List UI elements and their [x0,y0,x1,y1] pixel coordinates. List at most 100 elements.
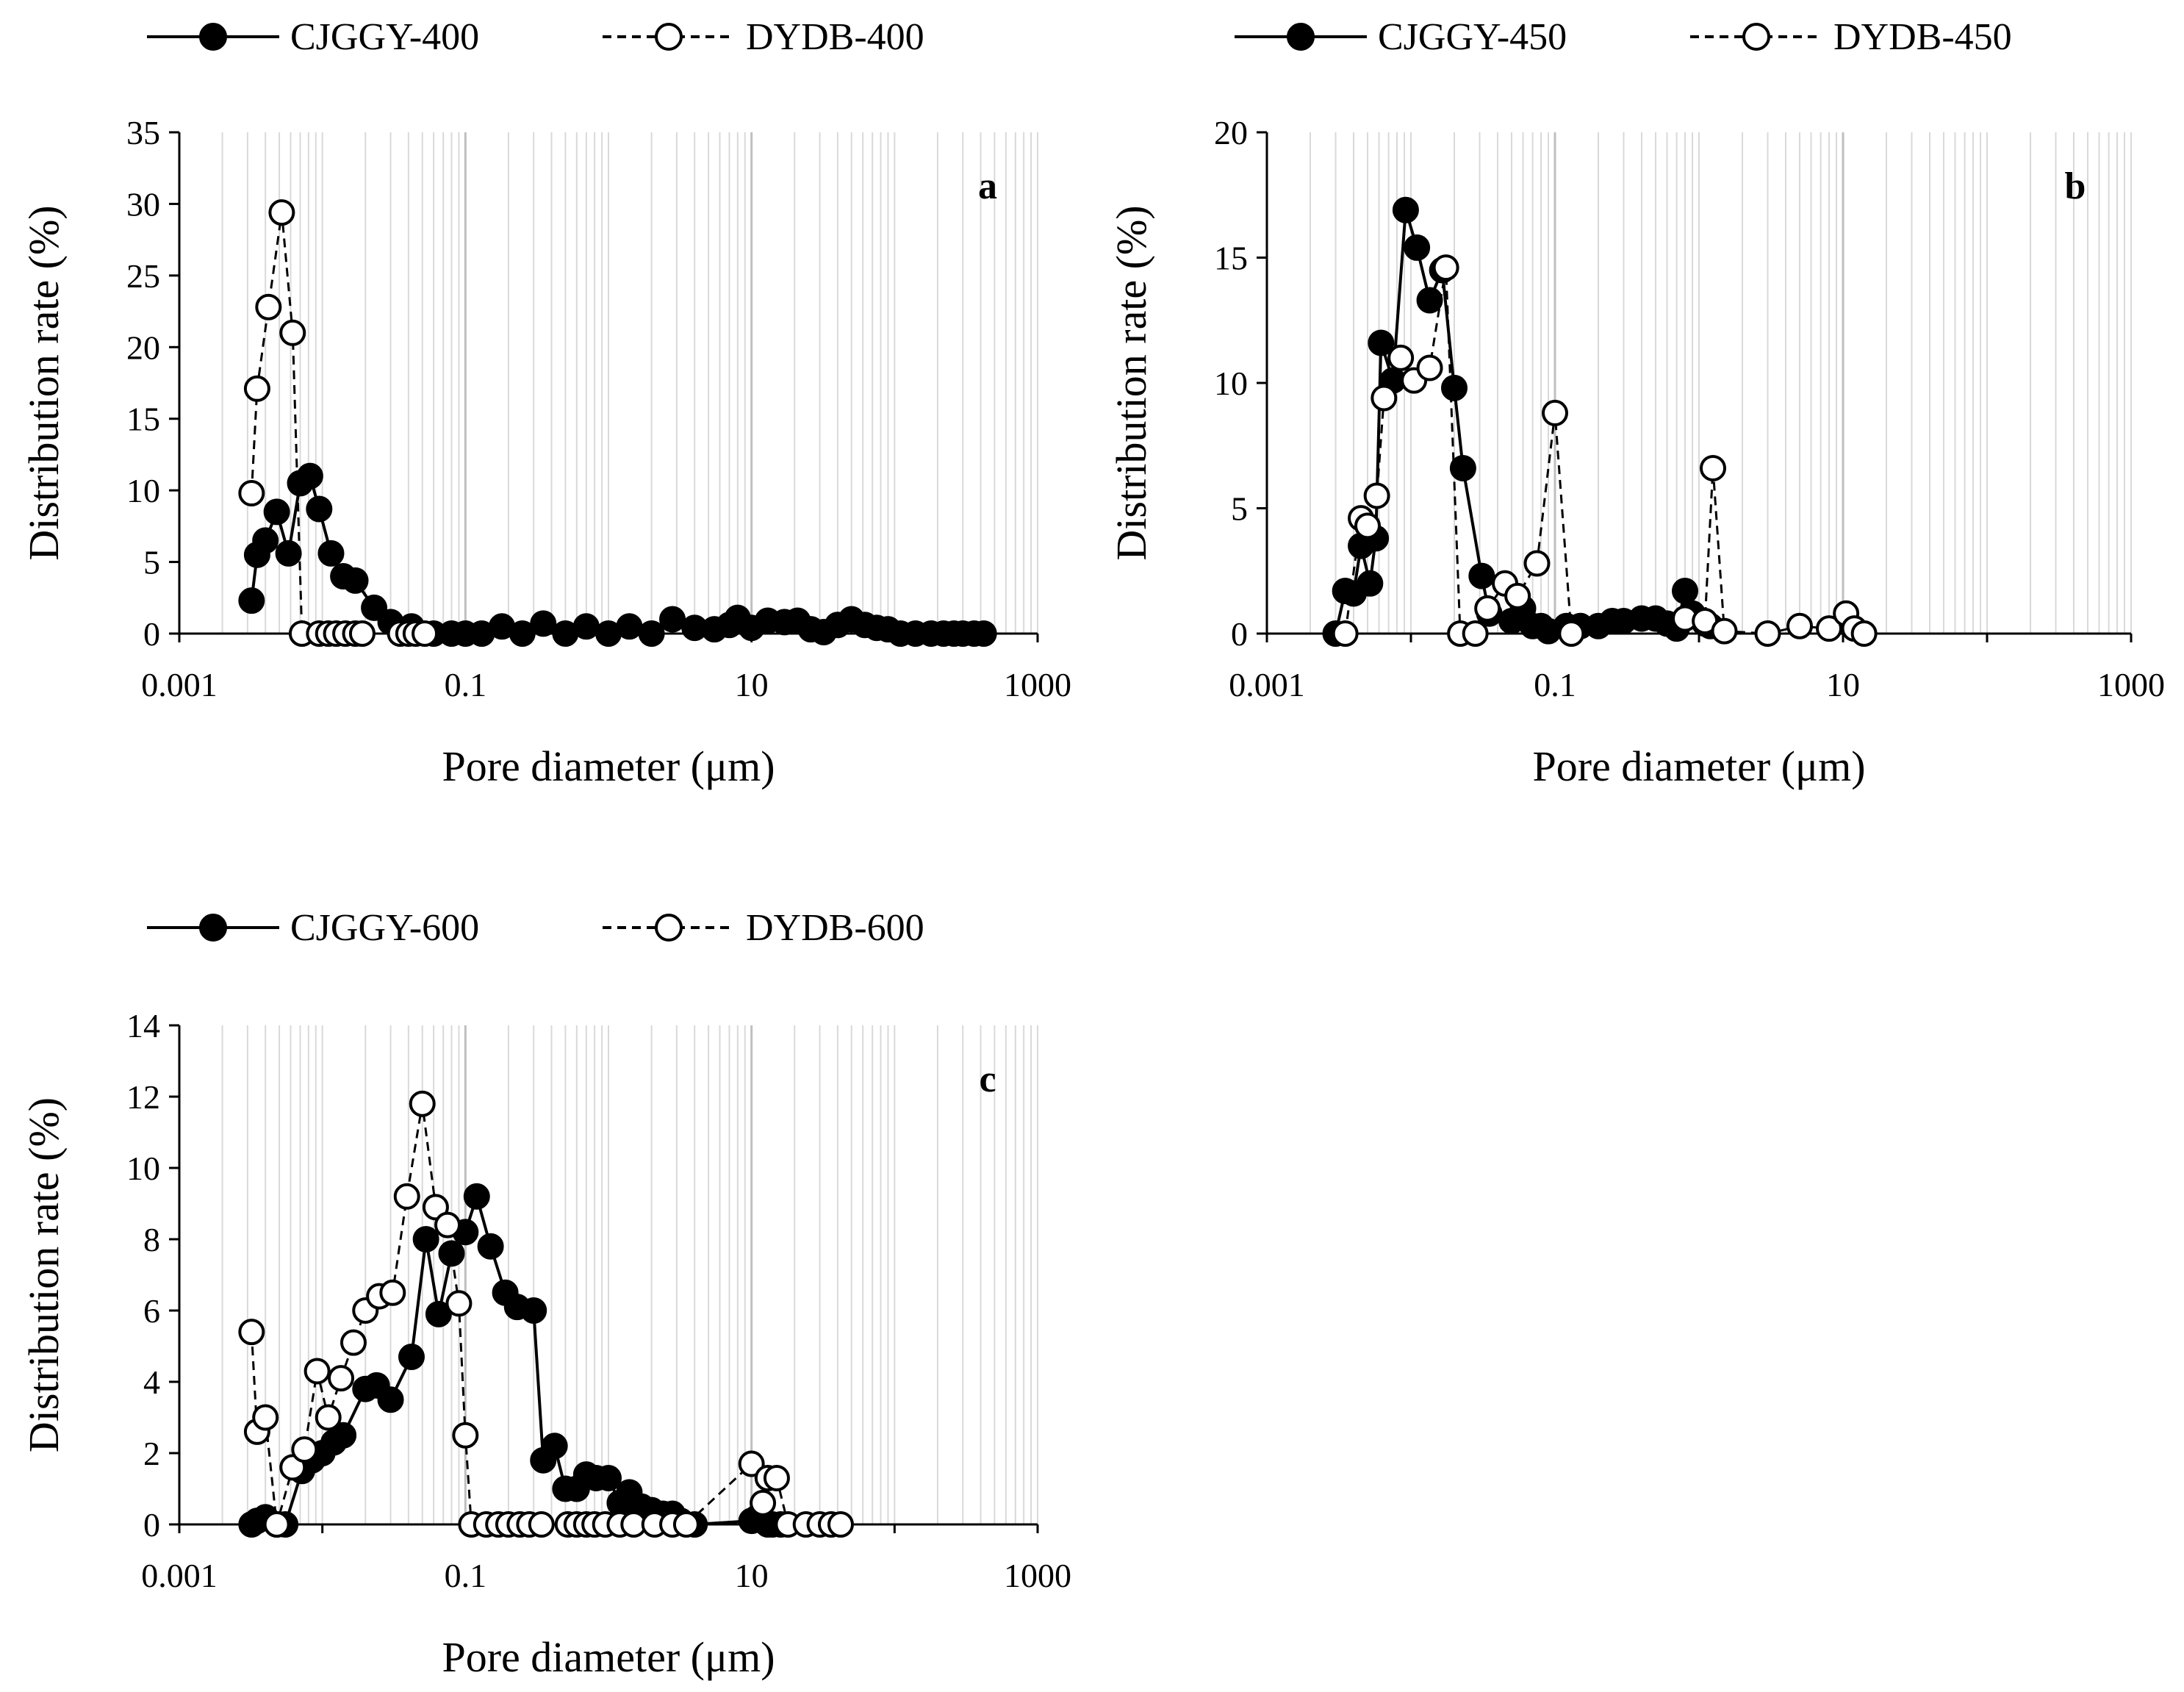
legend-label: DYDB-450 [1833,16,2012,58]
data-point [1699,454,1726,481]
data-point [1786,612,1813,639]
x-tick-label: 1000 [1004,1557,1071,1594]
data-point [377,1386,404,1413]
data-point [1672,578,1699,605]
data-point [509,620,536,647]
data-point [1371,384,1398,412]
x-tick-label: 0.1 [445,1557,487,1594]
data-point [393,1183,420,1210]
data-point [1816,615,1843,642]
legend-marker [1287,23,1315,51]
y-tick-label: 4 [143,1363,160,1401]
data-point [616,613,643,640]
y-tick-label: 30 [126,185,160,223]
series-DYDB-400 [238,199,439,647]
y-tick-label: 10 [126,472,160,509]
data-point [1354,512,1381,539]
data-point [279,1454,306,1481]
data-point [263,498,290,526]
series-line [251,1191,781,1527]
grid-lines [221,132,1038,634]
data-point [1432,254,1459,282]
grid-lines [1310,132,2132,634]
y-tick-label: 12 [126,1078,160,1116]
y-tick-label: 14 [126,1007,160,1044]
data-point [255,293,282,320]
panel-label: c [979,1058,996,1100]
data-point [425,1300,452,1327]
series-CJGGY-600 [238,1183,794,1538]
data-point [1387,344,1415,371]
data-point [1404,234,1431,261]
data-point [1558,620,1585,647]
y-tick-label: 5 [1231,490,1248,528]
data-point [528,1511,555,1538]
legend: CJGGY-450 DYDB-450 [1235,16,2012,58]
data-point [412,620,439,647]
data-point [238,1319,265,1346]
data-point [268,199,295,226]
legend-label: CJGGY-450 [1378,16,1567,58]
panel-label: b [2065,165,2086,207]
data-point [827,1511,854,1538]
y-tick-label: 8 [143,1221,160,1258]
x-tick-label: 1000 [2097,666,2165,703]
data-point [638,620,665,647]
data-point [1523,550,1551,577]
data-point [530,610,557,637]
data-point [275,539,302,567]
data-point [1416,354,1443,381]
data-point [303,1358,331,1385]
x-tick-label: 0.001 [141,666,218,703]
data-point [1416,287,1443,314]
legend: CJGGY-400 DYDB-400 [147,16,924,58]
data-point [412,1226,439,1252]
data-point [1754,620,1781,647]
y-tick-label: 10 [126,1150,160,1187]
data-point [738,1450,765,1477]
legend-marker [1742,23,1770,51]
y-tick-label: 0 [143,1506,160,1544]
y-tick-label: 2 [143,1435,160,1472]
x-tick-label: 0.1 [1534,666,1576,703]
data-point [1468,562,1495,589]
data-point [291,1436,318,1463]
data-point [317,539,345,567]
data-point [422,1194,449,1221]
x-tick-label: 10 [735,666,769,703]
y-tick-label: 0 [143,615,160,653]
series-DYDB-450 [1332,254,1878,647]
x-axis-title: Pore diameter (μm) [442,742,775,790]
data-point [342,567,369,594]
data-point [398,1344,425,1371]
data-point [1504,582,1531,609]
data-point [361,594,388,621]
x-tick-label: 0.001 [1229,666,1305,703]
data-point [595,1464,622,1491]
y-tick-label: 25 [126,257,160,295]
data-point [463,1183,490,1210]
data-point [434,1211,461,1238]
data-point [252,527,279,554]
data-point [1368,329,1395,356]
legend: CJGGY-600 DYDB-600 [147,907,924,949]
y-axis-title: Distribution rate (%) [1107,205,1155,560]
panel-label: a [978,165,997,207]
data-point [238,480,265,507]
data-point [1711,617,1738,645]
data-point [279,319,306,346]
legend-marker [655,23,683,51]
y-axis-title: Distribution rate (%) [20,1097,68,1452]
legend-label: CJGGY-600 [290,907,479,949]
legend-label: DYDB-400 [746,16,924,58]
data-point [520,1297,547,1324]
data-point [348,620,376,647]
data-point [477,1233,504,1260]
data-point [1363,482,1390,509]
legend-marker [199,23,227,51]
data-point [1392,196,1419,223]
x-axis-title: Pore diameter (μm) [1532,742,1865,790]
legend-marker [199,914,227,942]
data-point [1449,454,1476,481]
